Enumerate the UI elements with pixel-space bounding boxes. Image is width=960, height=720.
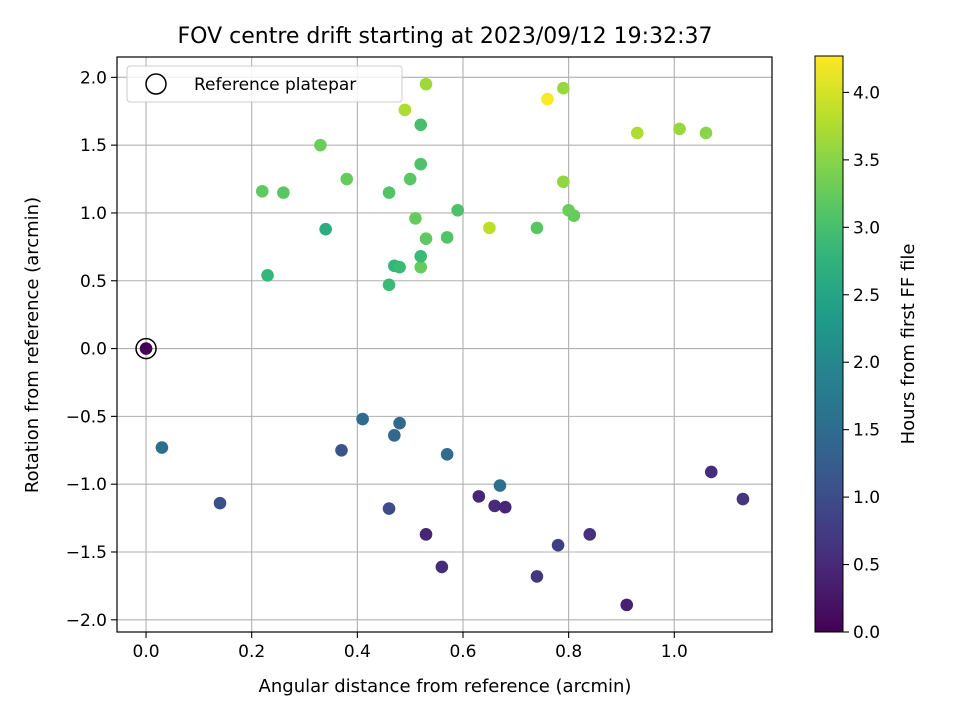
- scatter-point: [631, 126, 644, 140]
- data-points: [135, 77, 750, 612]
- x-tick-label: 0.8: [555, 642, 582, 662]
- scatter-point: [493, 479, 507, 492]
- x-axis-label: Angular distance from reference (arcmin): [259, 676, 632, 697]
- scatter-point: [213, 496, 227, 510]
- scatter-point: [557, 81, 570, 95]
- x-tick-label: 1.0: [661, 642, 688, 662]
- plot-area-frame: [116, 56, 773, 633]
- x-tick-label: 0.0: [133, 642, 160, 662]
- y-tick-label: −1.0: [66, 475, 107, 495]
- scatter-point: [414, 118, 428, 132]
- scatter-point: [488, 499, 501, 513]
- scatter-point: [440, 231, 454, 244]
- y-tick-label: −2.0: [66, 611, 107, 631]
- scatter-point: [699, 126, 713, 140]
- chart-title: FOV centre drift starting at 2023/09/12 …: [178, 24, 713, 49]
- y-tick-label: −0.5: [66, 407, 107, 427]
- scatter-point: [340, 172, 354, 186]
- scatter-point: [583, 528, 597, 541]
- scatter-point: [419, 77, 433, 91]
- y-tick-label: 2.0: [80, 68, 107, 88]
- scatter-point: [319, 222, 332, 236]
- scatter-point: [736, 492, 750, 506]
- colorbar-tick-label: 2.0: [853, 353, 880, 373]
- legend-marker-hollow-circle: [145, 73, 167, 95]
- scatter-point: [388, 429, 401, 442]
- scatter-point: [382, 502, 396, 515]
- y-tick-label: 1.5: [80, 136, 107, 156]
- scatter-point: [139, 342, 153, 355]
- scatter-point: [530, 221, 544, 235]
- scatter-point: [255, 184, 269, 198]
- scatter-point: [155, 441, 169, 454]
- y-tick-label: 0.0: [80, 340, 107, 360]
- colorbar-ticks: 0.0 0.5 1.0 1.5 2.0 2.5 3.0 3.5 4.0: [843, 83, 880, 643]
- scatter-point: [261, 269, 274, 282]
- scatter-point: [414, 157, 428, 171]
- scatter-point: [414, 250, 428, 263]
- scatter-point: [551, 538, 565, 552]
- x-tick-label: 0.4: [344, 642, 371, 662]
- colorbar: 0.0 0.5 1.0 1.5 2.0 2.5 3.0 3.5 4.0 Hours from f…: [814, 55, 919, 643]
- scatter-point: [451, 203, 465, 217]
- scatter-point: [673, 122, 686, 136]
- scatter-point: [277, 186, 290, 199]
- colorbar-tick-label: 4.0: [853, 83, 880, 103]
- scatter-point: [335, 443, 348, 457]
- scatter-point: [472, 490, 486, 503]
- scatter-point: [498, 500, 512, 514]
- colorbar-tick-label: 3.5: [853, 151, 880, 171]
- y-tick-label: −1.5: [66, 543, 107, 563]
- scatter-point: [567, 209, 581, 222]
- colorbar-tick-label: 2.5: [853, 286, 880, 306]
- colorbar-label: Hours from first FF file: [898, 244, 919, 445]
- y-tick-label: 0.5: [80, 272, 107, 292]
- colorbar-tick-label: 0.0: [853, 623, 880, 643]
- x-tick-label: 0.6: [449, 642, 476, 662]
- scatter-point: [314, 138, 327, 152]
- legend-box: [126, 65, 403, 103]
- scatter-point: [393, 416, 406, 430]
- scatter-point: [620, 598, 634, 612]
- legend-entry-reference-platepar: Reference platepar: [194, 75, 356, 95]
- axis-ticks: 0.0 0.2 0.4 0.6 0.8 1.0 2.0 1.5 1.0 0.5 0.0 −0.5 −1.…: [66, 68, 688, 662]
- scatter-point: [414, 260, 428, 274]
- scatter-point: [541, 92, 554, 106]
- scatter-point: [403, 172, 417, 186]
- legend: Reference platepar: [126, 65, 403, 103]
- scatter-point: [483, 221, 496, 235]
- scatter-point: [409, 212, 422, 225]
- colorbar-tick-label: 1.5: [853, 421, 880, 441]
- scatter-point: [440, 448, 454, 461]
- colorbar-gradient: [814, 55, 844, 633]
- scatter-point: [419, 528, 433, 541]
- scatter-point: [356, 412, 369, 426]
- scatter-point: [419, 232, 433, 246]
- colorbar-tick-label: 1.0: [853, 488, 880, 508]
- scatter-point: [557, 175, 570, 189]
- scatter-point: [382, 278, 396, 292]
- y-tick-label: 1.0: [80, 204, 107, 224]
- reference-platepar-marker: [135, 337, 157, 360]
- scatter-point: [704, 465, 718, 479]
- colorbar-tick-label: 0.5: [853, 556, 880, 576]
- scatter-point: [382, 186, 396, 199]
- scatter-point: [530, 570, 544, 583]
- scatter-point: [398, 103, 412, 117]
- colorbar-tick-label: 3.0: [853, 218, 880, 238]
- scatter-point: [435, 560, 449, 574]
- scatter-point: [393, 260, 406, 274]
- x-tick-label: 0.2: [238, 642, 265, 662]
- y-axis-label: Rotation from reference (arcmin): [22, 197, 43, 493]
- grid-lines: [117, 57, 772, 632]
